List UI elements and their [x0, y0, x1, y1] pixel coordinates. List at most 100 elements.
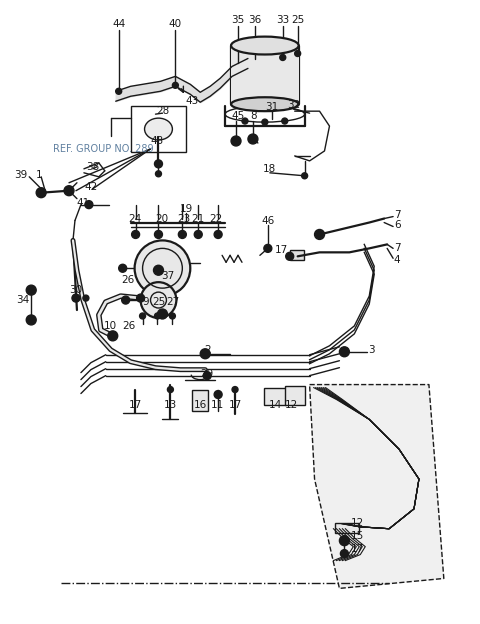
Text: 16: 16 — [193, 401, 207, 411]
Text: 41: 41 — [76, 198, 90, 208]
Text: 40: 40 — [169, 19, 182, 29]
Circle shape — [26, 285, 36, 295]
Polygon shape — [310, 384, 444, 588]
Circle shape — [137, 294, 144, 302]
Circle shape — [194, 230, 202, 238]
Text: 15: 15 — [351, 530, 364, 541]
Circle shape — [339, 535, 349, 545]
Text: 3: 3 — [368, 345, 374, 355]
Bar — [264, 388, 286, 406]
Bar — [336, 523, 360, 533]
Text: 17: 17 — [351, 544, 364, 553]
Circle shape — [242, 118, 248, 124]
Circle shape — [231, 136, 241, 146]
Text: REF. GROUP NO. 289: REF. GROUP NO. 289 — [53, 144, 154, 154]
Text: 25: 25 — [291, 15, 304, 25]
Text: 9: 9 — [142, 297, 149, 307]
Text: 14: 14 — [269, 401, 282, 411]
Circle shape — [155, 160, 162, 168]
Circle shape — [155, 313, 160, 319]
Text: 26: 26 — [121, 275, 134, 285]
Circle shape — [179, 230, 186, 238]
Text: 42: 42 — [84, 182, 97, 192]
Text: 21: 21 — [192, 213, 205, 223]
Circle shape — [340, 550, 348, 558]
Text: 26: 26 — [122, 321, 135, 331]
Ellipse shape — [231, 37, 299, 54]
Text: 22: 22 — [209, 213, 223, 223]
Text: 7: 7 — [394, 210, 400, 220]
Circle shape — [157, 309, 168, 319]
Text: 25: 25 — [152, 297, 165, 307]
Text: 43: 43 — [151, 136, 164, 146]
Text: 39: 39 — [15, 170, 28, 180]
Circle shape — [286, 252, 294, 260]
Text: 23: 23 — [178, 213, 191, 223]
Circle shape — [262, 119, 268, 125]
Ellipse shape — [144, 118, 172, 140]
Bar — [290, 250, 304, 260]
Circle shape — [214, 230, 222, 238]
Text: 44: 44 — [112, 19, 125, 29]
Text: 17: 17 — [129, 401, 142, 411]
Circle shape — [141, 282, 176, 318]
Bar — [231, 46, 299, 104]
Circle shape — [119, 265, 127, 272]
Text: 45: 45 — [231, 111, 245, 121]
Text: 20: 20 — [155, 213, 168, 223]
Circle shape — [295, 51, 300, 57]
Text: 2: 2 — [204, 345, 211, 355]
Text: 17: 17 — [228, 401, 241, 411]
Text: 18: 18 — [263, 164, 276, 174]
Circle shape — [214, 391, 222, 399]
Text: 6: 6 — [394, 220, 400, 230]
Text: 29: 29 — [201, 369, 214, 379]
Text: 43: 43 — [186, 96, 199, 106]
Text: 8: 8 — [251, 111, 257, 121]
Circle shape — [155, 230, 162, 238]
Circle shape — [85, 201, 93, 208]
Circle shape — [132, 230, 140, 238]
Text: 13: 13 — [164, 401, 177, 411]
Circle shape — [122, 296, 130, 304]
Text: 7: 7 — [394, 243, 400, 253]
Circle shape — [154, 265, 164, 275]
Circle shape — [203, 372, 211, 379]
Circle shape — [134, 240, 190, 296]
Text: 37: 37 — [161, 271, 174, 281]
Circle shape — [172, 82, 179, 89]
Text: 34: 34 — [17, 295, 30, 305]
Text: 1: 1 — [36, 170, 43, 180]
Text: 27: 27 — [166, 297, 179, 307]
Text: 33: 33 — [276, 15, 289, 25]
Text: 4: 4 — [394, 255, 400, 265]
Circle shape — [26, 315, 36, 325]
Text: 17: 17 — [275, 245, 288, 255]
Text: 12: 12 — [351, 518, 364, 528]
Circle shape — [83, 295, 89, 301]
Text: 11: 11 — [211, 401, 224, 411]
Circle shape — [280, 54, 286, 61]
Text: 12: 12 — [285, 401, 299, 411]
Bar — [131, 106, 186, 152]
Text: 31: 31 — [265, 102, 278, 112]
Circle shape — [168, 386, 173, 392]
Circle shape — [116, 89, 122, 94]
Text: 28: 28 — [156, 106, 169, 116]
Text: 35: 35 — [231, 15, 245, 25]
Circle shape — [232, 386, 238, 392]
Circle shape — [200, 349, 210, 359]
Bar — [192, 389, 208, 411]
Circle shape — [314, 230, 324, 240]
Circle shape — [140, 313, 145, 319]
Circle shape — [156, 171, 161, 177]
Text: 38: 38 — [86, 162, 99, 172]
Ellipse shape — [231, 97, 299, 111]
Text: 24: 24 — [128, 213, 141, 223]
Circle shape — [264, 245, 272, 252]
Text: 36: 36 — [248, 15, 262, 25]
Text: 10: 10 — [104, 321, 117, 331]
Circle shape — [72, 294, 80, 302]
Circle shape — [301, 173, 308, 178]
Text: 46: 46 — [261, 215, 275, 225]
